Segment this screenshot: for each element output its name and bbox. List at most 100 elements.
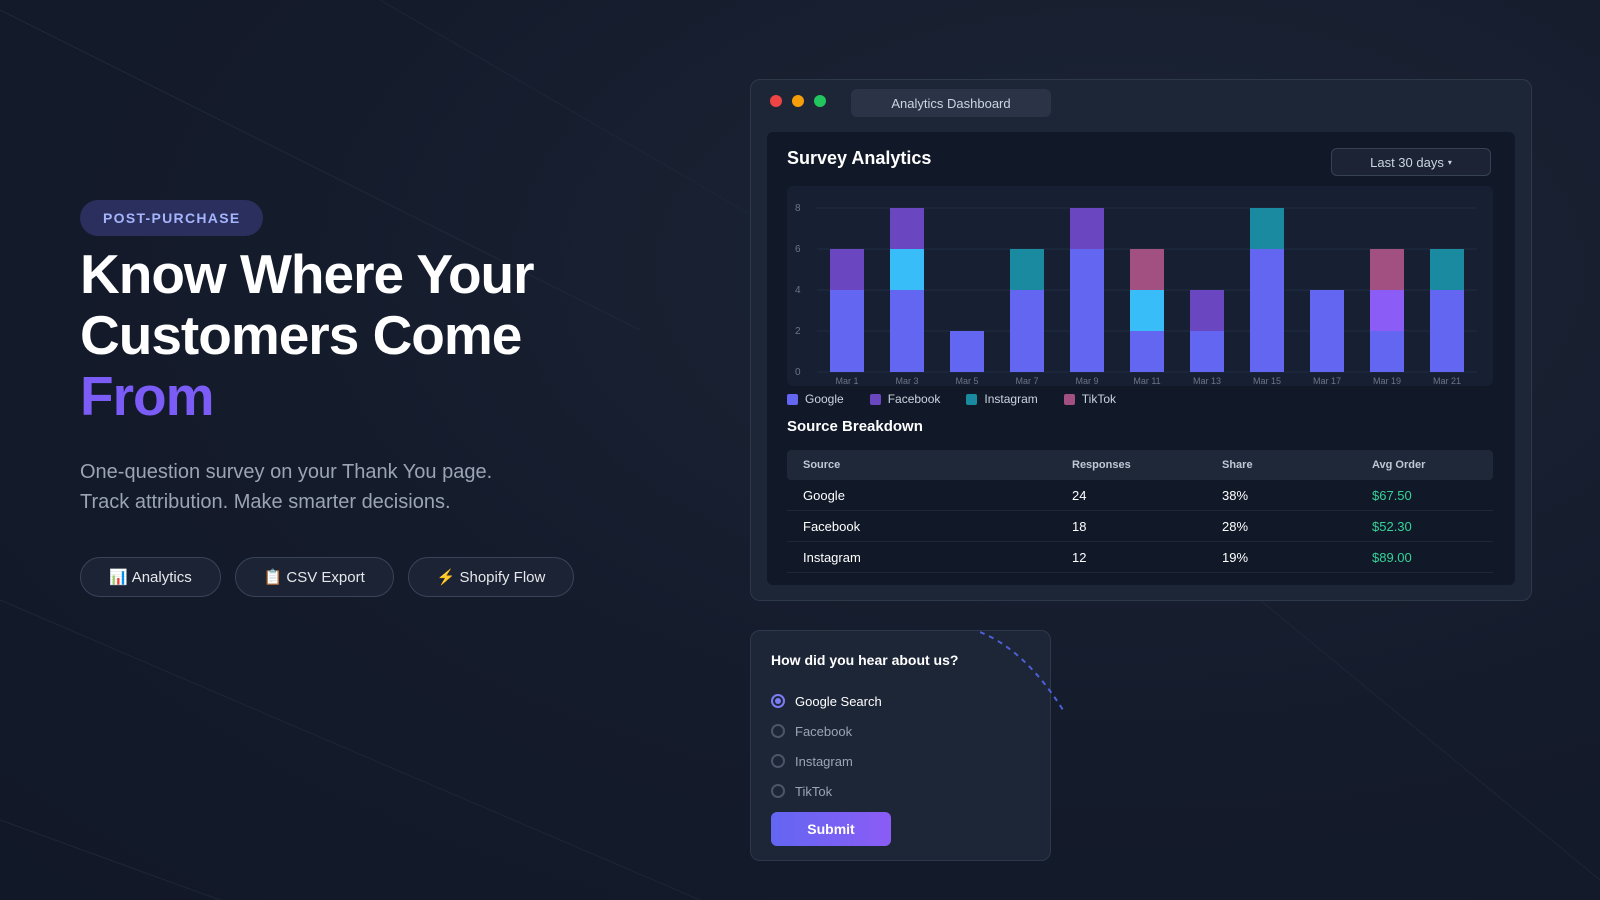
cell-source: Instagram	[803, 549, 861, 565]
radio-icon[interactable]	[771, 724, 785, 738]
bar-segment	[1430, 249, 1464, 290]
radio-icon[interactable]	[771, 784, 785, 798]
y-tick-label: 6	[795, 244, 801, 255]
y-tick-label: 0	[795, 367, 801, 378]
bar-segment	[1010, 290, 1044, 372]
survey-option-facebook[interactable]: Facebook	[771, 716, 882, 746]
analytics-pill[interactable]: 📊 Analytics	[80, 557, 221, 597]
legend-label-facebook: Facebook	[887, 392, 941, 406]
legend-swatch-facebook	[869, 393, 881, 405]
subheadline-line-2: Track attribution. Make smarter decision…	[80, 491, 451, 513]
survey-option-google-search[interactable]: Google Search	[771, 686, 882, 716]
analytics-window: Analytics Dashboard Survey Analytics Las…	[750, 79, 1532, 601]
window-titlebar: Analytics Dashboard	[751, 80, 1531, 122]
bar-segment	[1070, 208, 1104, 249]
survey-card: How did you hear about us? Google Search…	[750, 630, 1051, 861]
survey-option-instagram[interactable]: Instagram	[771, 746, 882, 776]
bar-segment	[830, 290, 864, 372]
bar-segment	[1370, 290, 1404, 331]
close-window-dot[interactable]	[770, 95, 782, 107]
x-tick-label: Mar 7	[1015, 376, 1038, 386]
survey-question: How did you hear about us?	[771, 652, 959, 668]
x-tick-label: Mar 1	[835, 376, 858, 386]
x-tick-label: Mar 11	[1133, 376, 1160, 386]
cell-share: 28%	[1222, 518, 1249, 534]
bar-segment	[1130, 249, 1164, 290]
legend-item-facebook: Facebook	[869, 392, 941, 406]
cell-source: Google	[803, 487, 845, 503]
y-tick-label: 2	[795, 326, 801, 337]
x-tick-label: Mar 5	[955, 376, 978, 386]
cell-avg-order: $67.50	[1372, 487, 1412, 503]
source-breakdown-table: Source Responses Share Avg Order Google …	[787, 450, 1493, 573]
cell-avg-order: $52.30	[1372, 518, 1412, 534]
column-header-source: Source	[803, 459, 841, 471]
legend-item-instagram: Instagram	[966, 392, 1038, 406]
shopify-flow-pill[interactable]: ⚡ Shopify Flow	[407, 557, 575, 597]
bar-segment	[1130, 331, 1164, 372]
chart-icon: 📊	[109, 569, 128, 586]
lightning-icon: ⚡	[436, 569, 456, 586]
x-tick-label: Mar 15	[1253, 376, 1281, 386]
subheadline-line-1: One-question survey on your Thank You pa…	[80, 461, 493, 483]
legend-swatch-google	[787, 393, 798, 405]
bar-segment	[1370, 249, 1404, 290]
maximize-window-dot[interactable]	[814, 95, 826, 107]
clipboard-icon: 📋	[263, 569, 283, 586]
bar-segment	[950, 331, 984, 372]
cell-responses: 12	[1072, 549, 1087, 565]
bar-segment	[1430, 290, 1464, 372]
bar-segment	[890, 208, 924, 249]
survey-options: Google Search Facebook Instagram TikTok	[771, 686, 882, 806]
headline-line-1: Know Where Your	[80, 243, 535, 305]
survey-option-label: TikTok	[795, 783, 833, 799]
responses-bar-chart: 0 2 4 6 8 Mar 1 Mar 3 Mar 5 Mar 7 Mar 9 Mar 11 Mar …	[787, 186, 1493, 386]
csv-export-pill[interactable]: 📋 CSV Export	[234, 557, 394, 597]
bar-segment	[1130, 290, 1164, 331]
survey-option-label: Instagram	[795, 753, 853, 769]
bar-segment	[890, 290, 924, 372]
dashboard-title: Survey Analytics	[787, 148, 932, 168]
window-tab[interactable]: Analytics Dashboard	[851, 89, 1051, 117]
legend-item-tiktok: TikTok	[1063, 392, 1116, 406]
bar-segment	[1010, 249, 1044, 290]
legend-swatch-tiktok	[1063, 393, 1075, 405]
column-header-share: Share	[1222, 459, 1253, 471]
cell-share: 38%	[1222, 487, 1249, 503]
minimize-window-dot[interactable]	[792, 95, 804, 107]
headline-accent: From	[80, 365, 215, 427]
survey-option-tiktok[interactable]: TikTok	[771, 776, 882, 806]
y-tick-label: 8	[795, 203, 801, 214]
bar-segment	[1190, 331, 1224, 372]
bar-segment	[1250, 208, 1284, 249]
date-range-label: Last 30 days	[1370, 154, 1444, 170]
radio-selected-icon[interactable]	[771, 694, 785, 708]
analytics-pill-label: Analytics	[131, 568, 192, 586]
csv-export-pill-label: CSV Export	[286, 568, 365, 586]
feature-pills: 📊 Analytics 📋 CSV Export ⚡ Shopify Flow	[80, 557, 680, 597]
x-tick-label: Mar 17	[1313, 376, 1341, 386]
bar-segment	[830, 249, 864, 290]
radio-icon[interactable]	[771, 754, 785, 768]
bar-segment	[1250, 249, 1284, 372]
legend-swatch-instagram	[966, 393, 978, 405]
subheadline: One-question survey on your Thank You pa…	[80, 457, 680, 517]
x-tick-label: Mar 21	[1433, 376, 1461, 386]
cell-responses: 24	[1072, 487, 1087, 503]
x-tick-label: Mar 3	[895, 376, 918, 386]
x-tick-label: Mar 9	[1075, 376, 1098, 386]
source-breakdown-title: Source Breakdown	[787, 418, 923, 435]
x-tick-label: Mar 13	[1193, 376, 1221, 386]
cell-share: 19%	[1222, 549, 1249, 565]
column-header-avg-order: Avg Order	[1372, 459, 1426, 471]
bar-segment	[890, 249, 924, 290]
submit-button[interactable]: Submit	[771, 812, 891, 846]
legend-item-google: Google	[787, 392, 844, 406]
bar-segment	[1070, 249, 1104, 372]
table-row: Instagram 12 19% $89.00	[787, 542, 1493, 573]
survey-option-label: Facebook	[795, 723, 853, 739]
legend-label-tiktok: TikTok	[1081, 392, 1116, 406]
date-range-select[interactable]: Last 30 days ▾	[1331, 148, 1491, 176]
shopify-flow-pill-label: Shopify Flow	[459, 568, 546, 586]
headline: Know Where Your Customers Come From	[80, 244, 680, 427]
